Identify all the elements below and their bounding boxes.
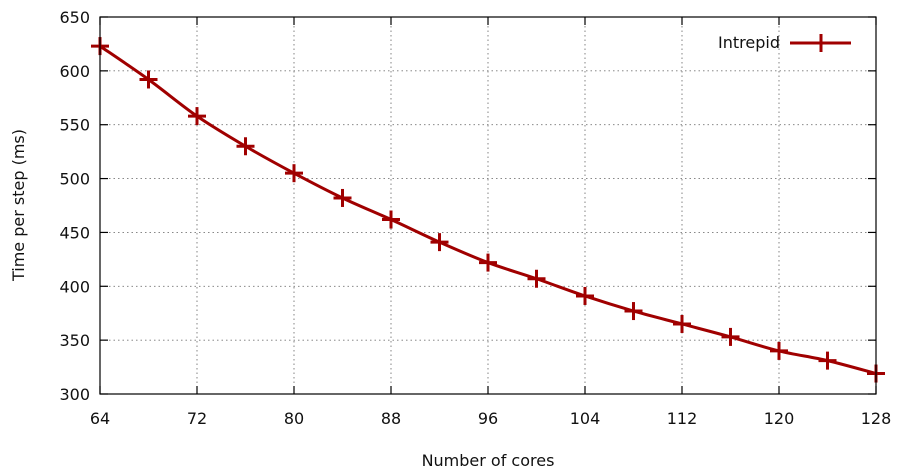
x-axis-title: Number of cores	[422, 451, 555, 470]
x-tick-label: 120	[764, 409, 795, 428]
data-point	[770, 341, 788, 360]
data-point	[430, 233, 449, 252]
x-tick-label: 80	[284, 409, 304, 428]
y-tick-label: 450	[59, 223, 90, 242]
data-point	[479, 253, 497, 272]
x-axis-ticks: 64 72 80 88 96 104 112 120 128	[90, 17, 891, 428]
data-point	[382, 210, 400, 229]
grid-lines	[100, 17, 876, 394]
data-point	[333, 188, 352, 207]
y-tick-label: 550	[59, 116, 90, 135]
x-tick-label: 88	[381, 409, 401, 428]
y-tick-label: 300	[59, 385, 90, 404]
x-tick-label: 128	[861, 409, 892, 428]
y-axis-ticks: 300 350 400 450 500 550 600 650	[59, 8, 876, 404]
x-tick-label: 64	[90, 409, 110, 428]
x-tick-label: 104	[570, 409, 601, 428]
y-axis-title: Time per step (ms)	[9, 129, 28, 282]
data-point	[721, 327, 740, 346]
data-point	[576, 286, 594, 305]
series-layer	[91, 37, 885, 383]
data-point	[285, 164, 303, 183]
y-tick-label: 600	[59, 62, 90, 81]
data-point	[139, 70, 158, 89]
legend: Intrepid	[718, 33, 851, 52]
plot-frame	[99, 16, 877, 395]
x-tick-label: 96	[478, 409, 498, 428]
data-point	[818, 351, 837, 370]
data-point	[527, 269, 546, 288]
data-point	[673, 314, 691, 333]
x-tick-label: 72	[187, 409, 207, 428]
y-tick-label: 400	[59, 277, 90, 296]
y-tick-label: 500	[59, 170, 90, 189]
y-tick-label: 350	[59, 331, 90, 350]
y-tick-label: 650	[59, 8, 90, 27]
data-point	[624, 302, 643, 321]
data-point	[188, 107, 206, 126]
legend-label: Intrepid	[718, 33, 780, 52]
x-tick-label: 112	[667, 409, 698, 428]
data-point	[236, 137, 255, 156]
